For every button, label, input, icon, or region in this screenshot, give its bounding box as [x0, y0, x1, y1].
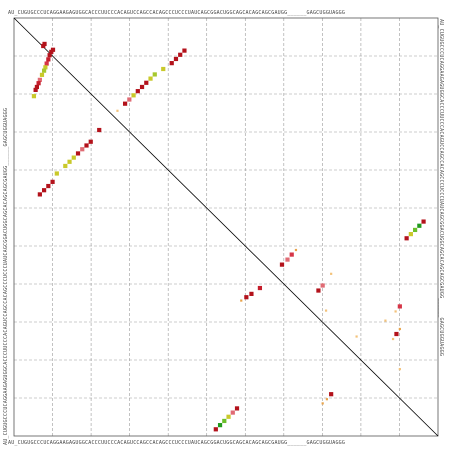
pair-dot — [285, 257, 290, 262]
pair-dot — [178, 52, 183, 57]
pair-dot — [413, 227, 418, 233]
pair-dot — [244, 295, 249, 300]
pair-dot — [71, 155, 76, 160]
pair-dot — [139, 84, 145, 90]
pair-dot — [169, 61, 174, 66]
pair-dot — [127, 97, 132, 102]
pair-dot — [131, 93, 136, 98]
sequence-bottom: AU_CUGUGCCCUCAGGAAGAGUGGCACCCUUCCCACAGUC… — [8, 440, 345, 446]
pair-dot — [324, 309, 328, 312]
pair-dot — [226, 414, 231, 419]
pair-dot — [394, 310, 397, 313]
pair-dot — [240, 299, 243, 302]
pair-dot — [417, 223, 422, 228]
pair-dot — [43, 65, 48, 70]
pair-dot — [41, 43, 46, 49]
pair-dot — [330, 272, 333, 275]
pair-dot — [316, 288, 321, 293]
pair-dot — [39, 72, 45, 77]
pair-dot — [321, 402, 324, 405]
pair-dot — [213, 427, 218, 432]
sequence-right: AU_CUGUGCCCUCAGGAAGAGUGGCACCCUUCCCACAGUC… — [438, 19, 444, 356]
pair-dot — [355, 335, 358, 338]
pair-dot — [97, 127, 102, 133]
pair-dot — [116, 109, 119, 112]
pair-dot — [279, 262, 285, 267]
pair-dot — [88, 139, 93, 144]
pair-dot — [54, 171, 59, 176]
pair-dot — [33, 87, 38, 92]
pair-dot — [249, 291, 254, 296]
base-pair-dots — [31, 41, 426, 432]
pair-dot — [49, 49, 54, 54]
pair-dot — [234, 406, 240, 411]
pair-dot — [135, 89, 140, 94]
pair-dot — [182, 48, 187, 53]
pair-dot — [84, 143, 89, 148]
diagonal-line — [13, 17, 439, 437]
pair-dot — [44, 61, 49, 66]
pair-dot — [398, 368, 401, 371]
pair-dot — [31, 94, 37, 99]
pair-dot — [46, 57, 51, 62]
pair-dot — [325, 398, 329, 401]
sequence-left: AU_CUGUGCCCUCAGGAAGAGUGGCACCCUUCCCACAGUC… — [3, 108, 9, 445]
pair-dot — [257, 285, 263, 291]
pair-dot — [294, 248, 298, 252]
pair-dot — [47, 53, 52, 58]
pair-dot — [80, 147, 85, 152]
grid — [14, 18, 438, 436]
pair-dot — [152, 72, 157, 77]
plot-frame — [13, 17, 439, 437]
pair-dot — [217, 423, 223, 428]
pair-dot — [122, 101, 128, 106]
pair-dot — [289, 252, 294, 257]
pair-dot — [421, 219, 426, 224]
pair-dot — [404, 236, 409, 241]
pair-dot — [37, 77, 42, 82]
pair-dot — [63, 163, 68, 169]
pair-dot — [36, 81, 41, 86]
pair-dot — [34, 84, 39, 90]
pair-dot — [46, 183, 51, 189]
pair-dot — [408, 232, 413, 237]
pair-dot — [50, 179, 55, 184]
sequence-top: AU_CUGUGCCCUCAGGAAGAGUGGCACCCUUCCCACAGUC… — [8, 10, 345, 16]
pair-dot — [42, 188, 47, 193]
pair-dot — [173, 56, 179, 62]
pair-dot — [222, 418, 227, 424]
pair-dot — [391, 337, 395, 341]
pair-dot — [397, 304, 402, 309]
pair-dot — [320, 283, 325, 288]
pair-dot — [42, 68, 47, 73]
pair-dot — [384, 319, 387, 322]
pair-dot — [75, 151, 81, 156]
pair-dot — [329, 392, 334, 397]
pair-dot — [230, 410, 235, 415]
pair-dot — [161, 66, 166, 72]
pair-dot — [148, 76, 153, 81]
pair-dot — [394, 331, 399, 337]
pair-dot — [37, 192, 42, 197]
pair-dot — [398, 327, 401, 331]
pair-dot — [144, 80, 149, 85]
pair-dot — [67, 159, 72, 164]
